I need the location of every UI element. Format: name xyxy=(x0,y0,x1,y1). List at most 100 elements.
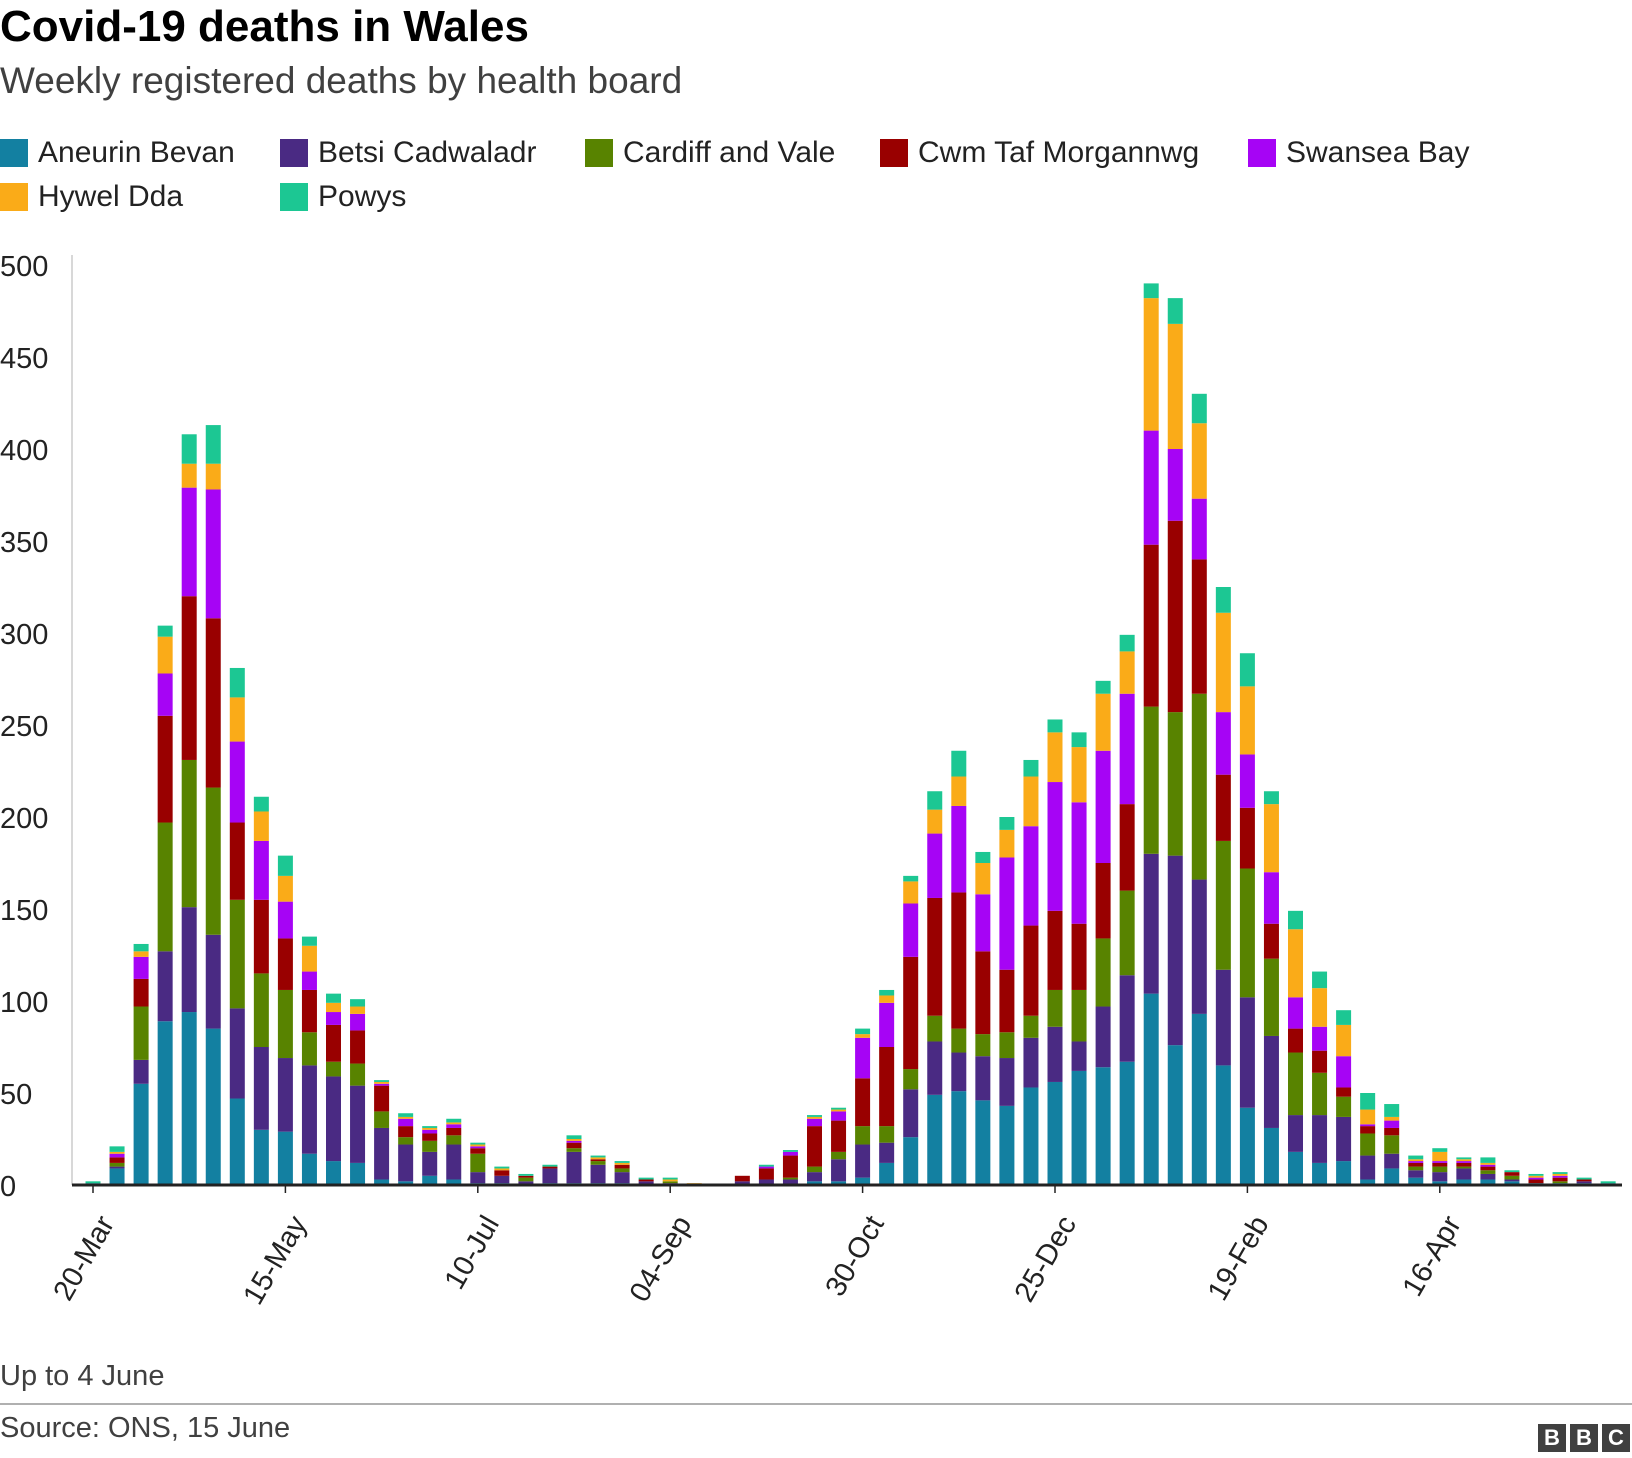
bar-segment-powys xyxy=(566,1135,582,1139)
bar-segment-powys xyxy=(951,750,967,777)
bar-segment-cwm-taf-morgannwg xyxy=(999,969,1015,1033)
bar-segment-betsi-cadwaladr xyxy=(614,1172,630,1184)
bar-segment-powys xyxy=(782,1150,798,1152)
bar-segment-swansea-bay xyxy=(758,1166,774,1169)
bar-stack-16-Apr xyxy=(1432,1148,1448,1185)
bar-segment-cardiff-and-vale xyxy=(1143,706,1159,854)
bar-segment-cardiff-and-vale xyxy=(1023,1015,1039,1038)
bar-segment-aneurin-bevan xyxy=(422,1175,438,1185)
bar-segment-cwm-taf-morgannwg xyxy=(1143,544,1159,707)
bar-segment-swansea-bay xyxy=(1023,826,1039,926)
bar-stack-25-Sep xyxy=(734,1175,750,1185)
bar-segment-betsi-cadwaladr xyxy=(1432,1172,1448,1182)
bar-segment-swansea-bay xyxy=(301,971,317,990)
bar-segment-hywel-dda xyxy=(470,1144,486,1147)
y-tick-label: 100 xyxy=(0,987,48,1019)
bar-stack-10-Jul xyxy=(470,1142,486,1185)
bar-segment-cardiff-and-vale xyxy=(1456,1166,1472,1169)
bar-segment-powys xyxy=(1432,1148,1448,1152)
bar-segment-hywel-dda xyxy=(1336,1024,1352,1057)
bar-segment-hywel-dda xyxy=(999,829,1015,858)
bar-segment-powys xyxy=(181,434,197,464)
bar-segment-cwm-taf-morgannwg xyxy=(1576,1179,1592,1182)
x-tick-label: 30-Oct xyxy=(819,1211,890,1302)
legend-label: Swansea Bay xyxy=(1286,136,1470,169)
bar-segment-hywel-dda xyxy=(205,463,221,490)
y-tick-label: 200 xyxy=(0,803,48,835)
bar-segment-cardiff-and-vale xyxy=(205,787,221,935)
legend-label: Cardiff and Vale xyxy=(623,136,836,169)
bar-segment-powys xyxy=(1191,393,1207,424)
bar-segment-cwm-taf-morgannwg xyxy=(807,1126,822,1167)
bar-segment-cardiff-and-vale xyxy=(326,1061,341,1077)
y-tick-label: 350 xyxy=(0,527,48,559)
bar-segment-cwm-taf-morgannwg xyxy=(734,1175,750,1182)
bar-segment-hywel-dda xyxy=(1360,1109,1376,1125)
bar-segment-betsi-cadwaladr xyxy=(398,1144,414,1182)
bar-segment-swansea-bay xyxy=(1312,1026,1328,1051)
bar-segment-cwm-taf-morgannwg xyxy=(1071,923,1087,990)
bar-segment-hywel-dda xyxy=(1456,1159,1472,1162)
bar-stack-13-Nov xyxy=(903,875,919,1185)
bar-segment-betsi-cadwaladr xyxy=(590,1164,606,1184)
bar-segment-aneurin-bevan xyxy=(446,1179,462,1185)
bar-segment-cardiff-and-vale xyxy=(181,759,197,908)
bar-segment-powys xyxy=(1360,1093,1376,1110)
bar-segment-cardiff-and-vale xyxy=(903,1069,919,1090)
bar-segment-swansea-bay xyxy=(326,1012,341,1025)
bar-stack-19-Jun xyxy=(398,1113,414,1185)
bar-segment-hywel-dda xyxy=(975,863,991,895)
bar-segment-cwm-taf-morgannwg xyxy=(277,938,293,990)
bar-segment-cardiff-and-vale xyxy=(614,1168,630,1173)
bar-segment-hywel-dda xyxy=(1095,693,1111,751)
bar-segment-swansea-bay xyxy=(109,1153,125,1158)
bar-stack-19-Feb xyxy=(1239,653,1255,1185)
chart-subtitle: Weekly registered deaths by health board xyxy=(0,60,683,101)
bar-segment-cardiff-and-vale xyxy=(879,1126,895,1143)
bar-segment-swansea-bay xyxy=(999,857,1015,970)
bar-segment-cwm-taf-morgannwg xyxy=(975,951,991,1035)
legend-item: Aneurin Bevan xyxy=(0,133,235,173)
legend-swatch xyxy=(1248,139,1276,167)
bar-segment-cwm-taf-morgannwg xyxy=(1167,520,1183,713)
x-tick-label: 20-Mar xyxy=(47,1210,121,1306)
bar-segment-cardiff-and-vale xyxy=(277,989,293,1059)
bar-segment-powys xyxy=(1071,732,1087,748)
bar-segment-swansea-bay xyxy=(422,1129,438,1134)
bar-segment-aneurin-bevan xyxy=(1095,1067,1111,1185)
bar-stack-16-Oct xyxy=(807,1115,822,1185)
bar-segment-hywel-dda xyxy=(422,1127,438,1130)
bar-segment-powys xyxy=(807,1115,822,1117)
bar-segment-hywel-dda xyxy=(181,463,197,488)
bar-segment-aneurin-bevan xyxy=(1047,1081,1063,1185)
bar-segment-aneurin-bevan xyxy=(109,1168,125,1185)
bar-segment-powys xyxy=(1312,971,1328,989)
bar-segment-betsi-cadwaladr xyxy=(1336,1116,1352,1162)
bar-segment-swansea-bay xyxy=(1408,1161,1424,1163)
bar-segment-swansea-bay xyxy=(446,1124,462,1128)
bar-segment-powys xyxy=(1384,1104,1400,1117)
x-tick-label: 04-Sep xyxy=(624,1211,698,1308)
bar-segment-hywel-dda xyxy=(1263,804,1279,873)
bar-stack-31-Jul xyxy=(542,1164,558,1185)
bar-stack-21-Aug xyxy=(614,1161,630,1185)
bar-segment-cardiff-and-vale xyxy=(1095,938,1111,1007)
bar-segment-betsi-cadwaladr xyxy=(855,1144,871,1178)
bar-segment-aneurin-bevan xyxy=(157,1021,173,1185)
bar-segment-powys xyxy=(350,999,366,1007)
bar-segment-betsi-cadwaladr xyxy=(1239,997,1255,1108)
bar-segment-powys xyxy=(326,993,341,1003)
bar-stack-21-May xyxy=(1552,1172,1568,1185)
bar-segment-cwm-taf-morgannwg xyxy=(542,1166,558,1169)
bar-segment-hywel-dda xyxy=(1143,298,1159,431)
bar-segment-betsi-cadwaladr xyxy=(446,1144,462,1180)
bar-segment-cardiff-and-vale xyxy=(1480,1170,1496,1174)
bar-stack-19-Mar xyxy=(1336,1010,1352,1185)
bar-segment-aneurin-bevan xyxy=(1408,1177,1424,1185)
bar-segment-cwm-taf-morgannwg xyxy=(398,1126,414,1138)
bar-segment-cwm-taf-morgannwg xyxy=(301,989,317,1033)
bar-segment-cwm-taf-morgannwg xyxy=(1119,804,1135,891)
bar-segment-betsi-cadwaladr xyxy=(277,1058,293,1132)
legend-item: Betsi Cadwaladr xyxy=(280,133,536,173)
bar-stack-24-Apr xyxy=(205,425,221,1185)
